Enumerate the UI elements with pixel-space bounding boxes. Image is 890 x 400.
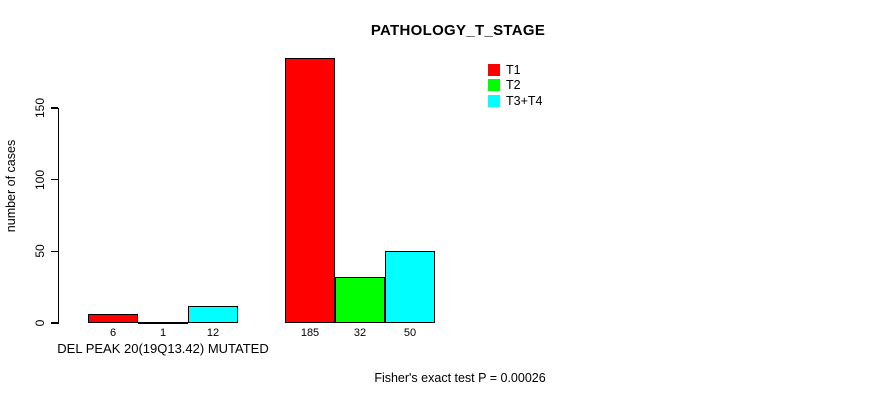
legend-label: T3+T4 xyxy=(506,93,543,108)
y-axis-line xyxy=(57,107,59,324)
y-axis-tick xyxy=(50,250,58,253)
chart-title: PATHOLOGY_T_STAGE xyxy=(370,22,546,39)
y-axis-tick-label: 100 xyxy=(33,169,47,190)
bar-t3-t4 xyxy=(385,251,435,323)
legend-label: T2 xyxy=(506,78,521,92)
bar-value-label: 32 xyxy=(353,327,367,339)
legend-item: T3+T4 xyxy=(488,93,543,108)
x-axis-group-label: DEL PEAK 20(19Q13.42) MUTATED xyxy=(57,341,269,356)
y-axis-label: number of cases xyxy=(4,139,18,233)
annotation-fisher-test: Fisher's exact test P = 0.00026 xyxy=(374,371,546,385)
bar-t2 xyxy=(335,277,385,323)
legend-swatch-icon xyxy=(488,63,500,76)
bar-value-label: 6 xyxy=(109,327,117,339)
bar-t2 xyxy=(138,321,188,324)
bar-t3-t4 xyxy=(188,305,238,323)
legend-swatch-icon xyxy=(488,79,500,91)
bar-t1 xyxy=(285,57,335,323)
y-axis-tick xyxy=(50,322,58,324)
bar-value-label: 50 xyxy=(403,327,417,339)
legend: T1 T2 T3+T4 xyxy=(488,63,542,110)
legend-swatch-icon xyxy=(488,94,500,107)
y-axis-tick xyxy=(50,107,58,109)
y-axis-tick-label: 50 xyxy=(33,244,47,259)
legend-item: T1 xyxy=(488,62,542,77)
bar-value-label: 12 xyxy=(206,327,220,339)
bar-value-label: 1 xyxy=(159,327,167,339)
y-axis-tick-label: 0 xyxy=(33,319,47,327)
y-axis-tick-label: 150 xyxy=(33,97,47,119)
legend-item: T2 xyxy=(488,78,542,92)
bar-t1 xyxy=(88,314,138,323)
y-axis-tick xyxy=(50,178,58,181)
legend-label: T1 xyxy=(506,62,521,77)
bar-value-label: 185 xyxy=(300,327,320,339)
